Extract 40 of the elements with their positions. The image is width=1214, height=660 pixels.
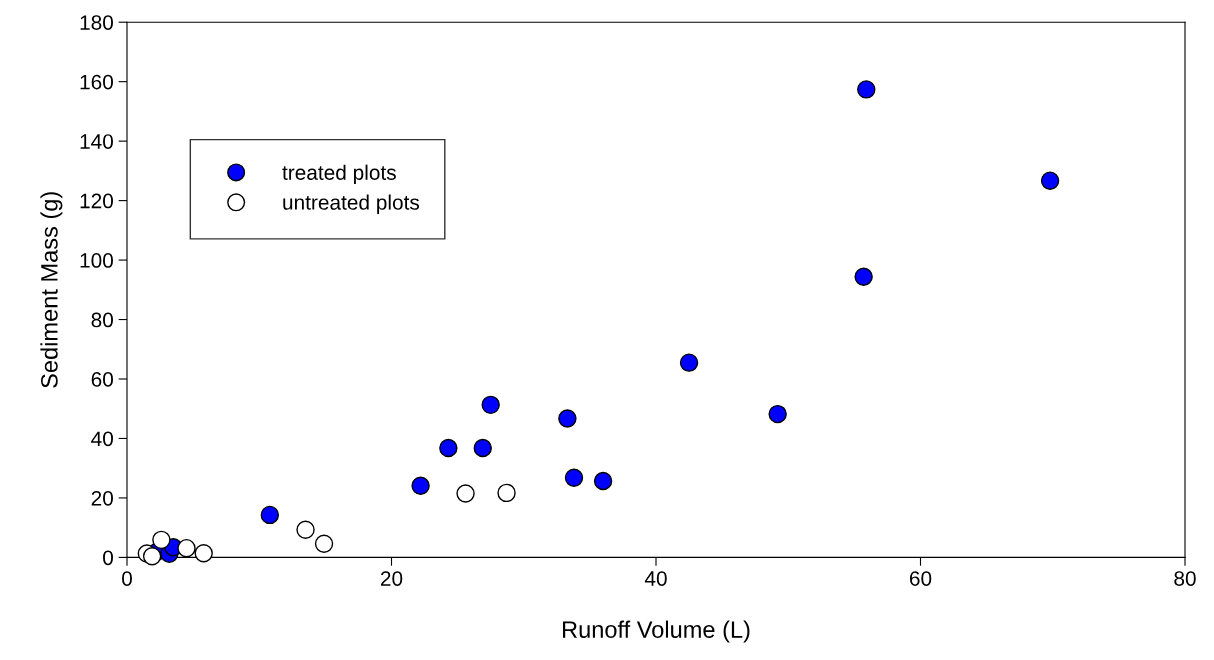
x-tick-label: 60 <box>909 571 932 586</box>
point <box>1040 171 1060 190</box>
point <box>314 534 334 553</box>
y-tick-label: 80 <box>91 312 113 328</box>
point <box>558 409 577 428</box>
y-axis-title: Sediment Mass (g) <box>40 192 63 388</box>
point <box>439 438 458 458</box>
y-tick-label: 180 <box>80 15 113 30</box>
point <box>481 395 500 415</box>
x-tick-label: 40 <box>644 571 667 586</box>
point <box>768 404 787 424</box>
point <box>497 483 516 503</box>
point <box>679 353 699 372</box>
legend-label: untreated plots <box>283 194 420 214</box>
y-tick-label: 140 <box>80 134 113 149</box>
point <box>564 468 584 487</box>
point <box>411 476 430 495</box>
y-tick-label: 120 <box>80 193 113 209</box>
x-axis-title: Runoff Volume (L) <box>563 620 750 643</box>
point <box>854 267 873 286</box>
point <box>456 484 475 503</box>
x-tick-label: 0 <box>122 571 132 586</box>
legend-label: treated plots <box>282 164 396 185</box>
point <box>177 538 196 558</box>
y-tick-label: 20 <box>91 490 113 506</box>
point <box>260 505 280 525</box>
y-tick-label: 40 <box>91 431 113 447</box>
y-tick-label: 60 <box>91 372 113 387</box>
point <box>857 80 876 99</box>
x-tick-label: 20 <box>380 571 403 586</box>
x-tick-label: 80 <box>1174 571 1196 586</box>
point <box>152 530 171 550</box>
point <box>473 438 492 458</box>
y-tick-label: 100 <box>80 253 113 268</box>
y-tick-label: 160 <box>80 74 113 90</box>
point <box>142 547 162 566</box>
y-tick-label: 0 <box>103 550 113 566</box>
point <box>593 471 613 491</box>
point <box>296 520 315 539</box>
point <box>194 544 213 563</box>
